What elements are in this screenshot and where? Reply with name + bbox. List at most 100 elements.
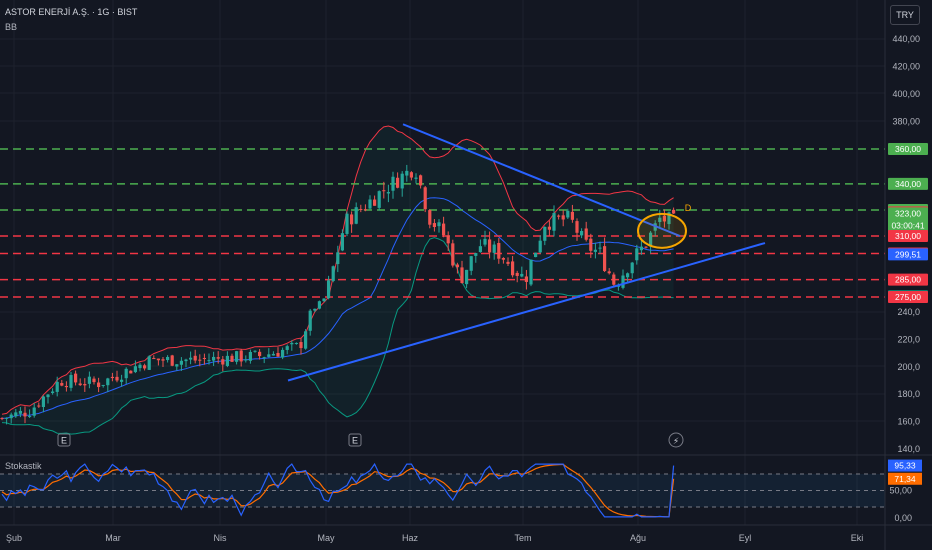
bollinger-basis-line <box>1 197 674 419</box>
candle-body <box>662 215 666 222</box>
candle-body <box>432 223 436 228</box>
time-axis-tick: May <box>317 533 335 543</box>
candle-body <box>202 357 206 360</box>
candle-body <box>584 228 588 240</box>
candle-body <box>506 261 510 264</box>
candle-body <box>566 210 570 218</box>
candle-body <box>561 215 565 220</box>
earnings-marker-label: E <box>352 436 358 446</box>
time-axis-tick: Eki <box>851 533 864 543</box>
candle-body <box>336 252 340 265</box>
price-label-text: 285,00 <box>895 275 921 285</box>
price-axis-tick: 240,0 <box>897 307 920 317</box>
candle-body <box>350 214 354 225</box>
candle-body <box>14 412 18 417</box>
candle-body <box>363 209 367 211</box>
price-axis-tick: 380,00 <box>892 117 920 127</box>
candle-body <box>580 231 584 236</box>
candle-body <box>0 418 4 420</box>
candle-body <box>612 274 616 285</box>
candle-body <box>106 378 110 386</box>
bollinger-band-fill <box>2 126 674 435</box>
stochastic-value-text: 95,33 <box>894 461 916 471</box>
candle-body <box>469 256 473 271</box>
price-axis-tick: 160,0 <box>897 417 920 427</box>
candle-body <box>382 190 386 192</box>
price-label-text: 275,00 <box>895 292 921 302</box>
candle-body <box>386 192 390 194</box>
candle-body <box>327 280 331 299</box>
highlight-circle <box>637 212 687 249</box>
candle-body <box>557 215 561 217</box>
candle-body <box>465 269 469 285</box>
candle-body <box>110 376 114 379</box>
candle-body <box>161 359 165 361</box>
candle-body <box>281 349 285 358</box>
candle-body <box>396 177 400 188</box>
candle-body <box>64 385 68 388</box>
price-axis-tick: 400,00 <box>892 89 920 99</box>
time-axis-tick: Nis <box>214 533 227 543</box>
stochastic-label: Stokastik <box>5 461 42 471</box>
candle-body <box>534 252 538 258</box>
candle-body <box>603 246 607 272</box>
earnings-marker <box>348 433 362 447</box>
candle-body <box>193 355 197 361</box>
candle-body <box>359 208 363 210</box>
candle-body <box>644 246 648 248</box>
candle-body <box>166 356 170 361</box>
candle-body <box>41 396 45 408</box>
candle-body <box>304 331 308 349</box>
candle-body <box>621 275 625 288</box>
candle-body <box>294 342 298 344</box>
candle-body <box>55 381 59 392</box>
candle-body <box>593 249 597 252</box>
indicator-label-bb: BB <box>5 22 18 32</box>
currency-button[interactable]: TRY <box>890 5 920 25</box>
candle-body <box>437 222 441 227</box>
candle-body <box>511 261 515 276</box>
candle-body <box>225 355 229 366</box>
candle-body <box>308 310 312 331</box>
candle-body <box>317 301 321 309</box>
candle-body <box>198 359 202 361</box>
bollinger-lower-line <box>1 237 674 435</box>
candle-body <box>520 273 524 277</box>
candle-body <box>598 247 602 249</box>
candle-body <box>46 394 50 398</box>
candle-body <box>253 350 257 352</box>
earnings-marker <box>57 433 71 447</box>
price-axis-tick: 440,00 <box>892 34 920 44</box>
candle-body <box>414 177 418 179</box>
candle-body <box>478 246 482 253</box>
candle-body <box>216 357 220 359</box>
candle-body <box>492 244 496 253</box>
candle-body <box>299 342 303 349</box>
price-label-badge <box>888 291 928 303</box>
candle-body <box>570 211 574 220</box>
lightning-icon: ⚡ <box>673 437 679 447</box>
candle-body <box>455 264 459 268</box>
candle-body <box>156 358 160 361</box>
candle-body <box>60 383 64 386</box>
candle-body <box>32 407 36 416</box>
candle-body <box>179 360 183 365</box>
candle-body <box>483 238 487 245</box>
candle-body <box>133 366 137 373</box>
candle-body <box>212 356 216 361</box>
candle-body <box>497 243 501 259</box>
candle-body <box>189 357 193 360</box>
candle-body <box>630 262 634 274</box>
candle-body <box>244 359 248 361</box>
candle-body <box>37 405 41 407</box>
candle-body <box>87 376 91 384</box>
candle-body <box>267 354 271 357</box>
candle-body <box>515 272 519 276</box>
stochastic-value-badge <box>888 459 922 472</box>
candle-body <box>672 209 676 214</box>
stochastic-value-badge <box>888 472 922 485</box>
candle-body <box>290 342 294 345</box>
price-axis-tick: 180,0 <box>897 389 920 399</box>
candle-body <box>129 370 133 374</box>
